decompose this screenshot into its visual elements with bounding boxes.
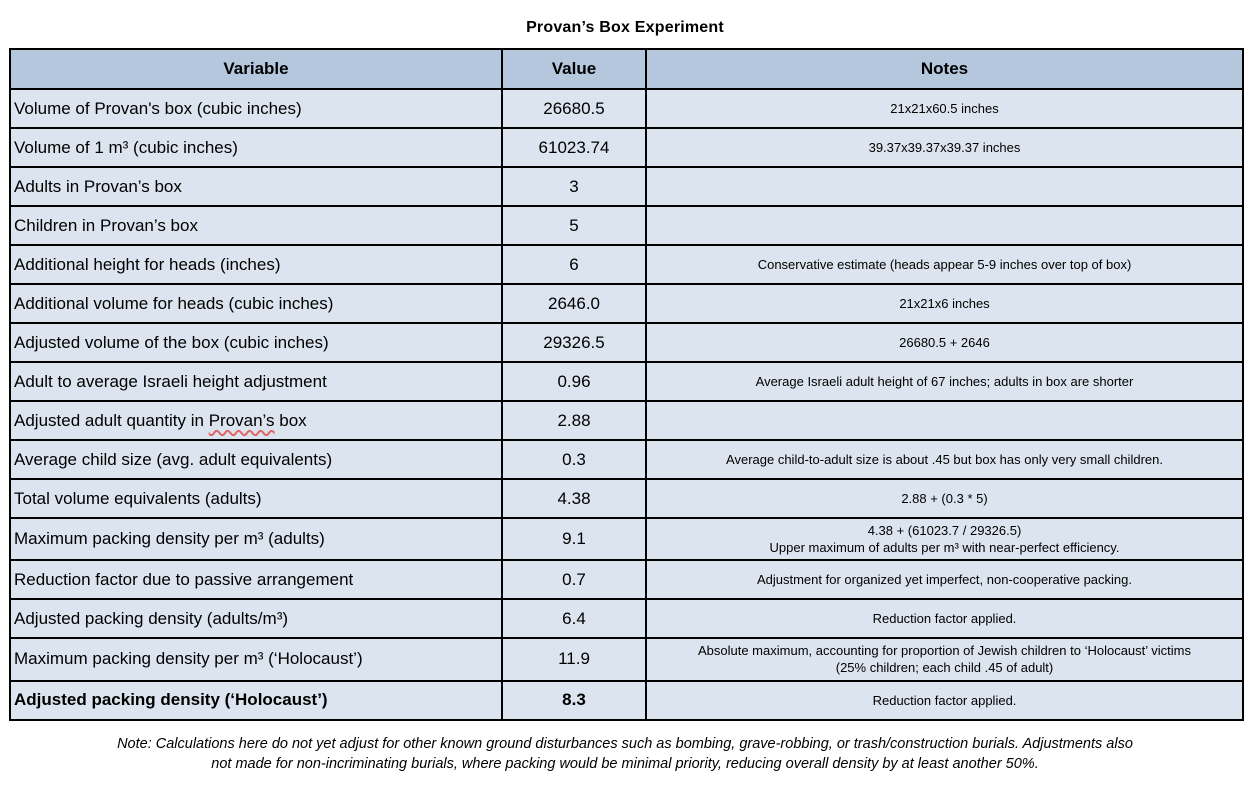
variable-cell: Children in Provan’s box xyxy=(9,205,503,246)
value-cell: 61023.74 xyxy=(501,127,647,168)
value-cell: 4.38 xyxy=(501,478,647,519)
value-cell: 6 xyxy=(501,244,647,285)
variable-cell: Maximum packing density per m³ (adults) xyxy=(9,516,503,562)
provan-box-table: Variable Value Notes Volume of Provan's … xyxy=(9,48,1244,721)
value-cell: 5 xyxy=(501,205,647,246)
value-cell: 6.4 xyxy=(501,598,647,640)
table-row: Total volume equivalents (adults) 4.38 2.8… xyxy=(9,478,1244,519)
notes-cell: Reduction factor applied. xyxy=(645,679,1244,721)
notes-cell: 39.37x39.37x39.37 inches xyxy=(645,127,1244,168)
variable-cell: Maximum packing density per m³ (‘Holocau… xyxy=(9,637,503,682)
notes-cell: Average child-to-adult size is about .45… xyxy=(645,439,1244,480)
value-cell: 2.88 xyxy=(501,400,647,441)
notes-cell xyxy=(645,166,1244,207)
value-cell: 2646.0 xyxy=(501,283,647,324)
footnote: Note: Calculations here do not yet adjus… xyxy=(0,734,1250,775)
value-cell: 0.7 xyxy=(501,559,647,601)
variable-cell: Average child size (avg. adult equivalen… xyxy=(9,439,503,480)
notes-cell xyxy=(645,205,1244,246)
variable-cell: Adjusted adult quantity in Provan’s box xyxy=(9,400,503,441)
footnote-line-1: Note: Calculations here do not yet adjus… xyxy=(117,735,1133,752)
variable-cell: Adult to average Israeli height adjustme… xyxy=(9,361,503,402)
variable-cell: Volume of 1 m³ (cubic inches) xyxy=(9,127,503,168)
value-cell: 29326.5 xyxy=(501,322,647,363)
table-row: Additional volume for heads (cubic inche… xyxy=(9,283,1244,324)
notes-cell: Reduction factor applied. xyxy=(645,598,1244,640)
column-header-variable: Variable xyxy=(9,48,503,90)
page-title: Provan’s Box Experiment xyxy=(526,19,724,36)
footnote-line-2: not made for non-incriminating burials, … xyxy=(211,755,1039,772)
notes-cell: 21x21x6 inches xyxy=(645,283,1244,324)
variable-cell: Adults in Provan’s box xyxy=(9,166,503,207)
variable-cell: Volume of Provan's box (cubic inches) xyxy=(9,88,503,129)
table-row: Reduction factor due to passive arrangem… xyxy=(9,559,1244,601)
table-row: Volume of Provan's box (cubic inches) 266… xyxy=(9,88,1244,129)
table-row: Volume of 1 m³ (cubic inches) 61023.74 39.… xyxy=(9,127,1244,168)
table-header: Variable Value Notes xyxy=(9,48,1244,90)
table-row: Adjusted packing density (adults/m³) 6.4 R… xyxy=(9,598,1244,640)
variable-cell: Adjusted packing density (‘Holocaust’) xyxy=(9,679,503,721)
variable-cell: Total volume equivalents (adults) xyxy=(9,478,503,519)
table-row: Adjusted adult quantity in Provan’s box 2… xyxy=(9,400,1244,441)
table-row: Maximum packing density per m³ (adults) 9… xyxy=(9,516,1244,562)
notes-cell: 2.88 + (0.3 * 5) xyxy=(645,478,1244,519)
table-row: Adult to average Israeli height adjustme… xyxy=(9,361,1244,402)
variable-cell: Reduction factor due to passive arrangem… xyxy=(9,559,503,601)
value-cell: 3 xyxy=(501,166,647,207)
notes-cell: 4.38 + (61023.7 / 29326.5) Upper maximum … xyxy=(645,516,1244,562)
column-header-value: Value xyxy=(501,48,647,90)
notes-cell: Conservative estimate (heads appear 5-9 … xyxy=(645,244,1244,285)
header-row: Variable Value Notes xyxy=(9,48,1244,90)
table-row: Adults in Provan’s box 3 xyxy=(9,166,1244,207)
notes-cell: Absolute maximum, accounting for proport… xyxy=(645,637,1244,682)
notes-cell xyxy=(645,400,1244,441)
notes-cell: Adjustment for organized yet imperfect, … xyxy=(645,559,1244,601)
value-cell: 0.96 xyxy=(501,361,647,402)
table-body: Volume of Provan's box (cubic inches) 266… xyxy=(9,88,1244,721)
notes-cell: Average Israeli adult height of 67 inche… xyxy=(645,361,1244,402)
table-row: Maximum packing density per m³ (‘Holocau… xyxy=(9,637,1244,682)
table-row: Adjusted packing density (‘Holocaust’) 8.… xyxy=(9,679,1244,721)
variable-cell: Adjusted volume of the box (cubic inches… xyxy=(9,322,503,363)
table-row: Adjusted volume of the box (cubic inches… xyxy=(9,322,1244,363)
value-cell: 11.9 xyxy=(501,637,647,682)
table-row: Average child size (avg. adult equivalen… xyxy=(9,439,1244,480)
column-header-notes: Notes xyxy=(645,48,1244,90)
notes-cell: 26680.5 + 2646 xyxy=(645,322,1244,363)
value-cell: 0.3 xyxy=(501,439,647,480)
notes-cell: 21x21x60.5 inches xyxy=(645,88,1244,129)
value-cell: 26680.5 xyxy=(501,88,647,129)
variable-cell: Additional height for heads (inches) xyxy=(9,244,503,285)
variable-cell: Adjusted packing density (adults/m³) xyxy=(9,598,503,640)
table-row: Additional height for heads (inches) 6 Con… xyxy=(9,244,1244,285)
value-cell: 8.3 xyxy=(501,679,647,721)
value-cell: 9.1 xyxy=(501,516,647,562)
table-row: Children in Provan’s box 5 xyxy=(9,205,1244,246)
variable-cell: Additional volume for heads (cubic inche… xyxy=(9,283,503,324)
misspelled-word: Provan’s xyxy=(208,410,275,430)
